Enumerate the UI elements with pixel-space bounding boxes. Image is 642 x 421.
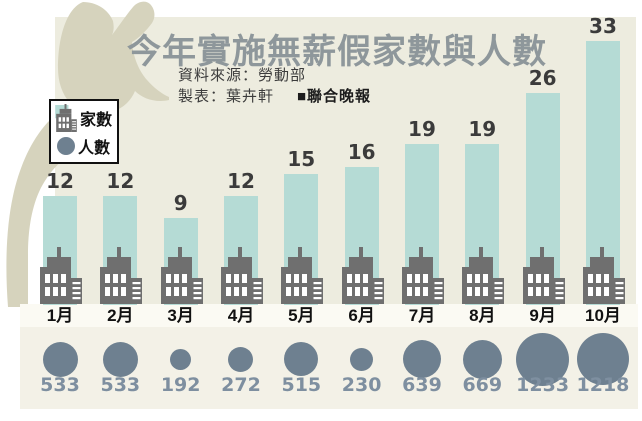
month-axis-label: 1月: [46, 306, 74, 325]
building-icon: [40, 247, 82, 304]
people-count-label: 272: [221, 374, 261, 396]
month-axis-label: 10月: [585, 306, 621, 325]
month-axis-label: 6月: [348, 306, 375, 325]
people-circle-icon: [57, 137, 75, 155]
people-count-label: 669: [462, 374, 503, 396]
legend-companies-label: 家數: [80, 112, 113, 129]
company-count-label: 15: [287, 147, 316, 171]
people-count-label: 192: [160, 374, 201, 396]
building-icon: [582, 247, 625, 304]
people-count-circle: [228, 346, 254, 372]
company-count-label: 33: [589, 14, 617, 38]
month-axis-label: 7月: [408, 306, 436, 325]
month-axis-label: 8月: [469, 306, 496, 325]
company-count-label: 19: [408, 117, 436, 141]
building-icon: [160, 247, 203, 304]
building-icon: [401, 247, 444, 304]
company-count-label: 19: [468, 117, 497, 141]
building-icon: [462, 247, 505, 304]
people-count-label: 533: [40, 374, 80, 396]
credit-text: 製表：葉卉軒: [178, 88, 275, 105]
building-icon: [341, 247, 384, 304]
legend-item-people: 人數: [55, 134, 113, 158]
people-count-circle: [42, 341, 78, 377]
people-count-label: 533: [100, 374, 141, 396]
month-axis-label: 9月: [529, 306, 556, 325]
company-count-label: 12: [227, 169, 255, 193]
legend-people-label: 人數: [78, 140, 111, 157]
people-count-circle: [102, 341, 138, 377]
people-count-label: 639: [402, 374, 442, 396]
month-axis-label: 2月: [107, 306, 134, 325]
building-icon: [522, 247, 565, 304]
chart-title: 今年實施無薪假家數與人數: [127, 33, 547, 71]
people-count-circle: [516, 332, 570, 386]
people-count-circle: [170, 348, 192, 370]
legend: 家數 人數: [49, 99, 119, 164]
company-count-label: 9: [173, 191, 188, 215]
company-count-label: 12: [106, 169, 135, 193]
company-count-label: 26: [528, 66, 557, 90]
company-count-label: 16: [347, 140, 376, 164]
people-count-circle: [576, 333, 629, 385]
people-count-label: 1233: [516, 374, 570, 396]
month-axis-label: 4月: [227, 306, 255, 325]
data-source-text: 資料來源：勞動部: [178, 67, 307, 84]
people-count-circle: [462, 339, 502, 379]
building-icon: [55, 104, 77, 132]
people-count-circle: [350, 347, 374, 371]
people-count-circle: [402, 340, 441, 378]
building-icon: [100, 247, 143, 304]
building-icon: [220, 247, 263, 304]
people-count-circle: [284, 342, 319, 376]
month-axis-label: 5月: [288, 306, 315, 325]
legend-item-companies: 家數: [55, 104, 113, 132]
publisher-brand: ■聯合晚報: [297, 88, 372, 105]
company-count-label: 12: [46, 169, 74, 193]
month-axis-strip: [20, 304, 638, 327]
building-icon: [281, 247, 324, 304]
people-count-label: 230: [341, 374, 382, 396]
person-silhouette-icon: [6, 1, 170, 307]
building-icon: [55, 104, 77, 132]
people-count-label: 515: [281, 374, 322, 396]
people-count-label: 1218: [576, 374, 630, 396]
month-axis-label: 3月: [167, 306, 194, 325]
